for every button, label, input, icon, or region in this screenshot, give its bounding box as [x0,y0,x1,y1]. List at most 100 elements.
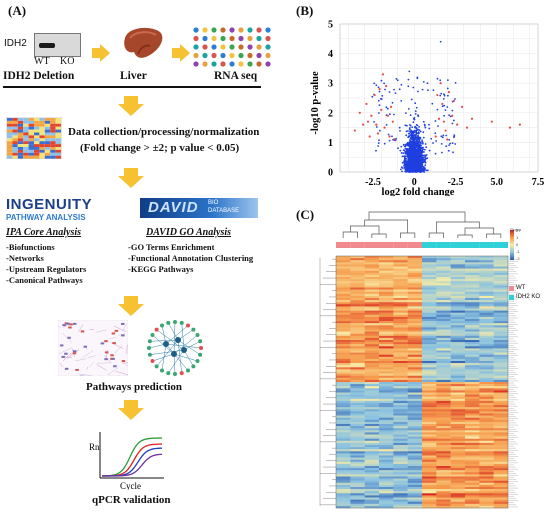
heatmap-cell [379,289,394,292]
heatmap-cell [393,455,408,458]
scale-bar-cell [510,247,514,249]
heatmap-cell [479,466,494,469]
volcano-point [416,161,418,164]
heatmap-cell [393,306,408,309]
heatmap-cell [407,277,423,280]
heatmap-cell [436,405,451,408]
heatmap-cell [436,350,451,353]
heatmap-cell [493,375,509,378]
volcano-point [418,167,421,170]
gel-lane-wt: WT [34,56,50,67]
heatmap-cell [407,392,423,395]
heatmap-cell [407,304,423,307]
heatmap-cell [465,455,480,458]
heatmap-cell [465,440,480,444]
volcano-xlabel: log2 fold change [382,187,455,196]
heatmap-cell [479,337,494,341]
heatmap-cell [336,493,351,496]
volcano-point [413,118,416,121]
thumb-cell [12,155,18,159]
scale-bar-cell [510,249,514,251]
heatmap-cell [493,327,509,330]
heatmap-cell [393,274,408,278]
heatmap-cell [436,258,451,261]
heatmap-cell [436,388,451,391]
heatmap-cell [336,354,351,357]
heatmap-cell [407,316,423,320]
thumb-cell [17,152,24,156]
heatmap-cell [393,424,408,427]
heatmap-cell [479,295,494,299]
heatmap-cell [450,287,466,290]
volcano-point [391,101,394,104]
volcano-point [388,91,391,93]
volcano-point [423,156,426,159]
pathway-edge [58,347,73,355]
heatmap-cell [336,287,351,290]
heatmap-cell [407,291,423,294]
heatmap-cell [336,407,351,410]
volcano-point [446,87,449,90]
heatmap-cell [350,442,365,446]
volcano-point [415,138,417,141]
heatmap-cell [393,283,408,286]
volcano-point [421,139,423,141]
heatmap-cell [493,413,509,416]
heatmap-cell [422,497,437,500]
heatmap-cell [436,476,451,479]
volcano-point [411,132,413,135]
heatmap-cell [422,268,437,271]
david-logo-word: DAVID [148,199,199,216]
thumb-cell [7,155,13,159]
heatmap-cell [336,329,351,332]
heatmap-cell [493,484,509,488]
heatmap-cell [436,270,451,273]
heatmap-cell [479,474,494,477]
volcano-sig-point [508,126,512,129]
heatmap-cell [450,491,466,494]
heatmap-cell [422,304,437,307]
heatmap-cell [393,463,408,467]
heatmap-cell [350,495,365,498]
heatmap-cell [379,363,394,366]
heatmap-cell [364,400,380,404]
volcano-point [407,166,410,169]
heatmap-cell [407,470,423,473]
heatmap-cell [379,281,394,284]
pathway-node [110,354,114,357]
heatmap-cell [364,480,380,483]
thumb-cell [28,120,34,124]
heatmap-cell [422,298,437,301]
thumb-cell [12,118,18,121]
thumb-cell [12,135,18,139]
column-dendrogram [486,233,502,238]
heatmap-cell [479,493,494,496]
heatmap-cell [450,361,466,364]
heatmap-cell [336,409,351,412]
thumb-cell [28,135,34,139]
heatmap-cell [436,411,451,414]
heatmap-cell [436,342,451,345]
heatmap-cell [450,438,466,441]
volcano-point [408,128,411,131]
heatmap-cell [422,438,437,441]
heatmap-cell [379,384,394,387]
volcano-point [411,135,414,138]
heatmap-cell [407,424,423,427]
volcano-point [435,140,437,142]
heatmap-cell [493,371,509,374]
heatmap-cell [393,442,408,446]
heatmap-cell [350,487,365,490]
volcano-point [424,124,426,127]
heatmap-cell [407,442,423,446]
heatmap-cell [393,432,408,435]
heatmap-cell [422,331,437,334]
heatmap-cell [364,277,380,280]
heatmap-cell [450,484,466,488]
volcano-point [442,134,445,137]
volcano-point [414,152,417,155]
heatmap-cell [479,304,494,307]
heatmap-cell [379,361,394,364]
rnaseq-dot [229,27,235,33]
heatmap-cell [479,319,494,322]
